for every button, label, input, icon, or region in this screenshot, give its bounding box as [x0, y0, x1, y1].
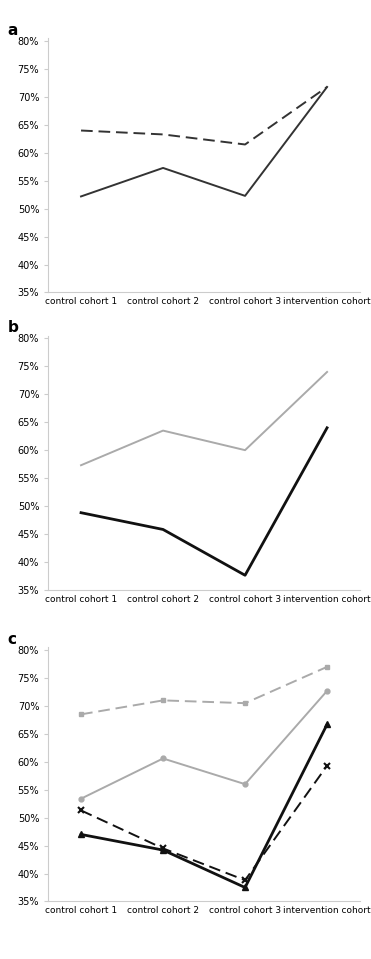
- Text: b: b: [8, 320, 19, 336]
- Legend: female, male: female, male: [126, 354, 282, 372]
- Legend: majority, ethnic minority: majority, ethnic minority: [96, 651, 312, 669]
- Text: a: a: [8, 23, 18, 38]
- Text: c: c: [8, 632, 17, 647]
